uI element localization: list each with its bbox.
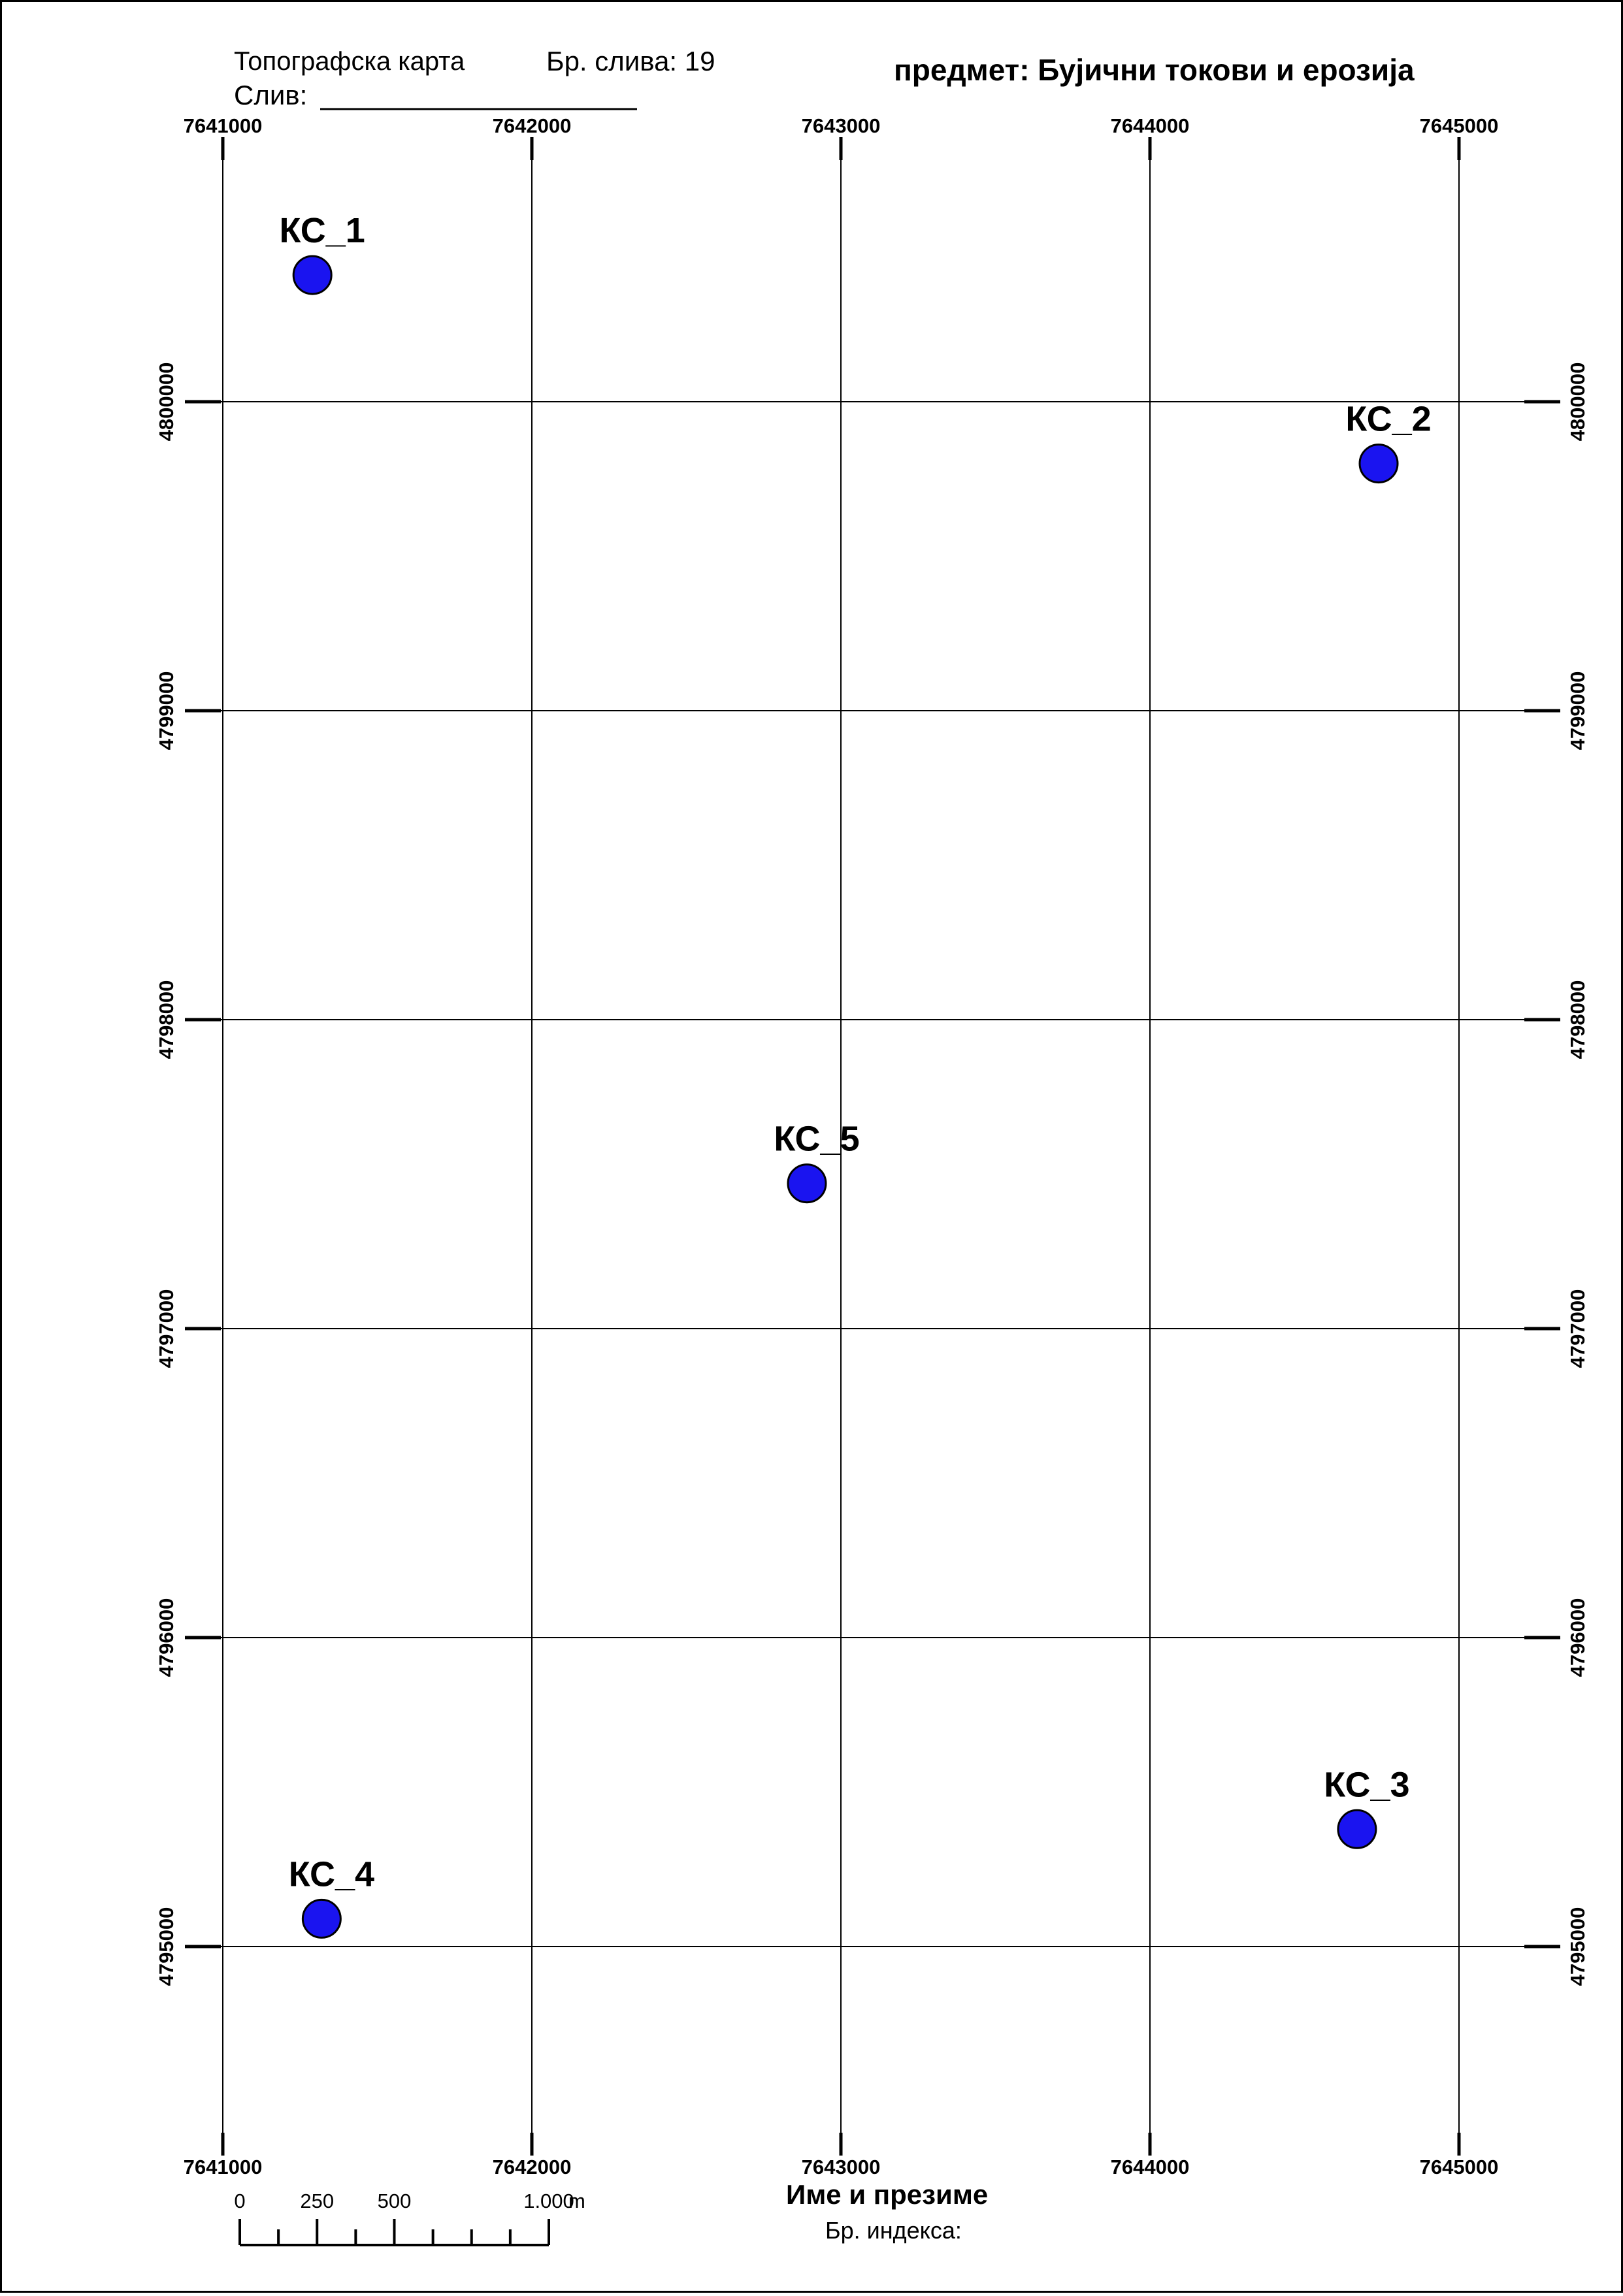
easting-label-top: 7642000 [493, 114, 572, 137]
map-type-label: Топографска карта [234, 47, 465, 76]
control-point-label: КС_1 [280, 211, 365, 250]
northing-label-right: 4797000 [1566, 1289, 1589, 1368]
northing-label-right: 4795000 [1566, 1907, 1589, 1986]
northing-label-left: 4797000 [155, 1289, 178, 1368]
subject-title: предмет: Бујични токови и ерозија [894, 53, 1415, 87]
northing-label-left: 4798000 [155, 980, 178, 1059]
northing-label-left: 4795000 [155, 1907, 178, 1986]
scale-bar-label: 0 [234, 2190, 245, 2212]
coordinate-grid [185, 137, 1560, 2156]
easting-label-top: 7643000 [802, 114, 881, 137]
easting-label-bottom: 7642000 [493, 2156, 572, 2178]
easting-label-top: 7644000 [1111, 114, 1190, 137]
northing-label-right: 4799000 [1566, 671, 1589, 751]
control-point-label: КС_3 [1324, 1765, 1409, 1804]
control-point-marker[interactable] [301, 1898, 342, 1939]
scale-bar-label: 250 [300, 2190, 334, 2212]
index-number-label: Бр. индекса: [825, 2217, 962, 2244]
easting-label-bottom: 7644000 [1111, 2156, 1190, 2178]
northing-label-left: 4796000 [155, 1598, 178, 1677]
control-point-marker[interactable] [787, 1163, 827, 1204]
control-points: КС_1 КС_2 КС_3 КС_4 КС_5 [280, 211, 1432, 1939]
control-point-marker[interactable] [1358, 444, 1399, 484]
easting-label-bottom: 7645000 [1420, 2156, 1499, 2178]
northing-label-left: 4800000 [155, 363, 178, 442]
easting-label-top: 7641000 [184, 114, 263, 137]
catchment-number: Бр. слива: 19 [546, 46, 715, 76]
control-point-marker[interactable] [292, 255, 333, 295]
easting-label-bottom: 7643000 [802, 2156, 881, 2178]
grid-labels: 7641000 7641000 7642000 7642000 7643000 76430… [155, 114, 1589, 2178]
control-point-marker[interactable] [1337, 1809, 1377, 1849]
control-point-label: КС_2 [1345, 400, 1431, 439]
scale-bar-unit: m [568, 2190, 585, 2212]
name-surname-label: Име и презиме [786, 2179, 989, 2210]
northing-label-left: 4799000 [155, 671, 178, 751]
scale-bar-label: 1.000 [523, 2190, 574, 2212]
catchment-label: Слив: [234, 80, 308, 110]
easting-label-top: 7645000 [1420, 114, 1499, 137]
northing-label-right: 4796000 [1566, 1598, 1589, 1677]
control-point-label: КС_5 [774, 1120, 859, 1159]
easting-label-bottom: 7641000 [184, 2156, 263, 2178]
scale-bar-label: 500 [378, 2190, 412, 2212]
control-point-label: КС_4 [289, 1854, 374, 1894]
northing-label-right: 4800000 [1566, 363, 1589, 442]
northing-label-right: 4798000 [1566, 980, 1589, 1059]
